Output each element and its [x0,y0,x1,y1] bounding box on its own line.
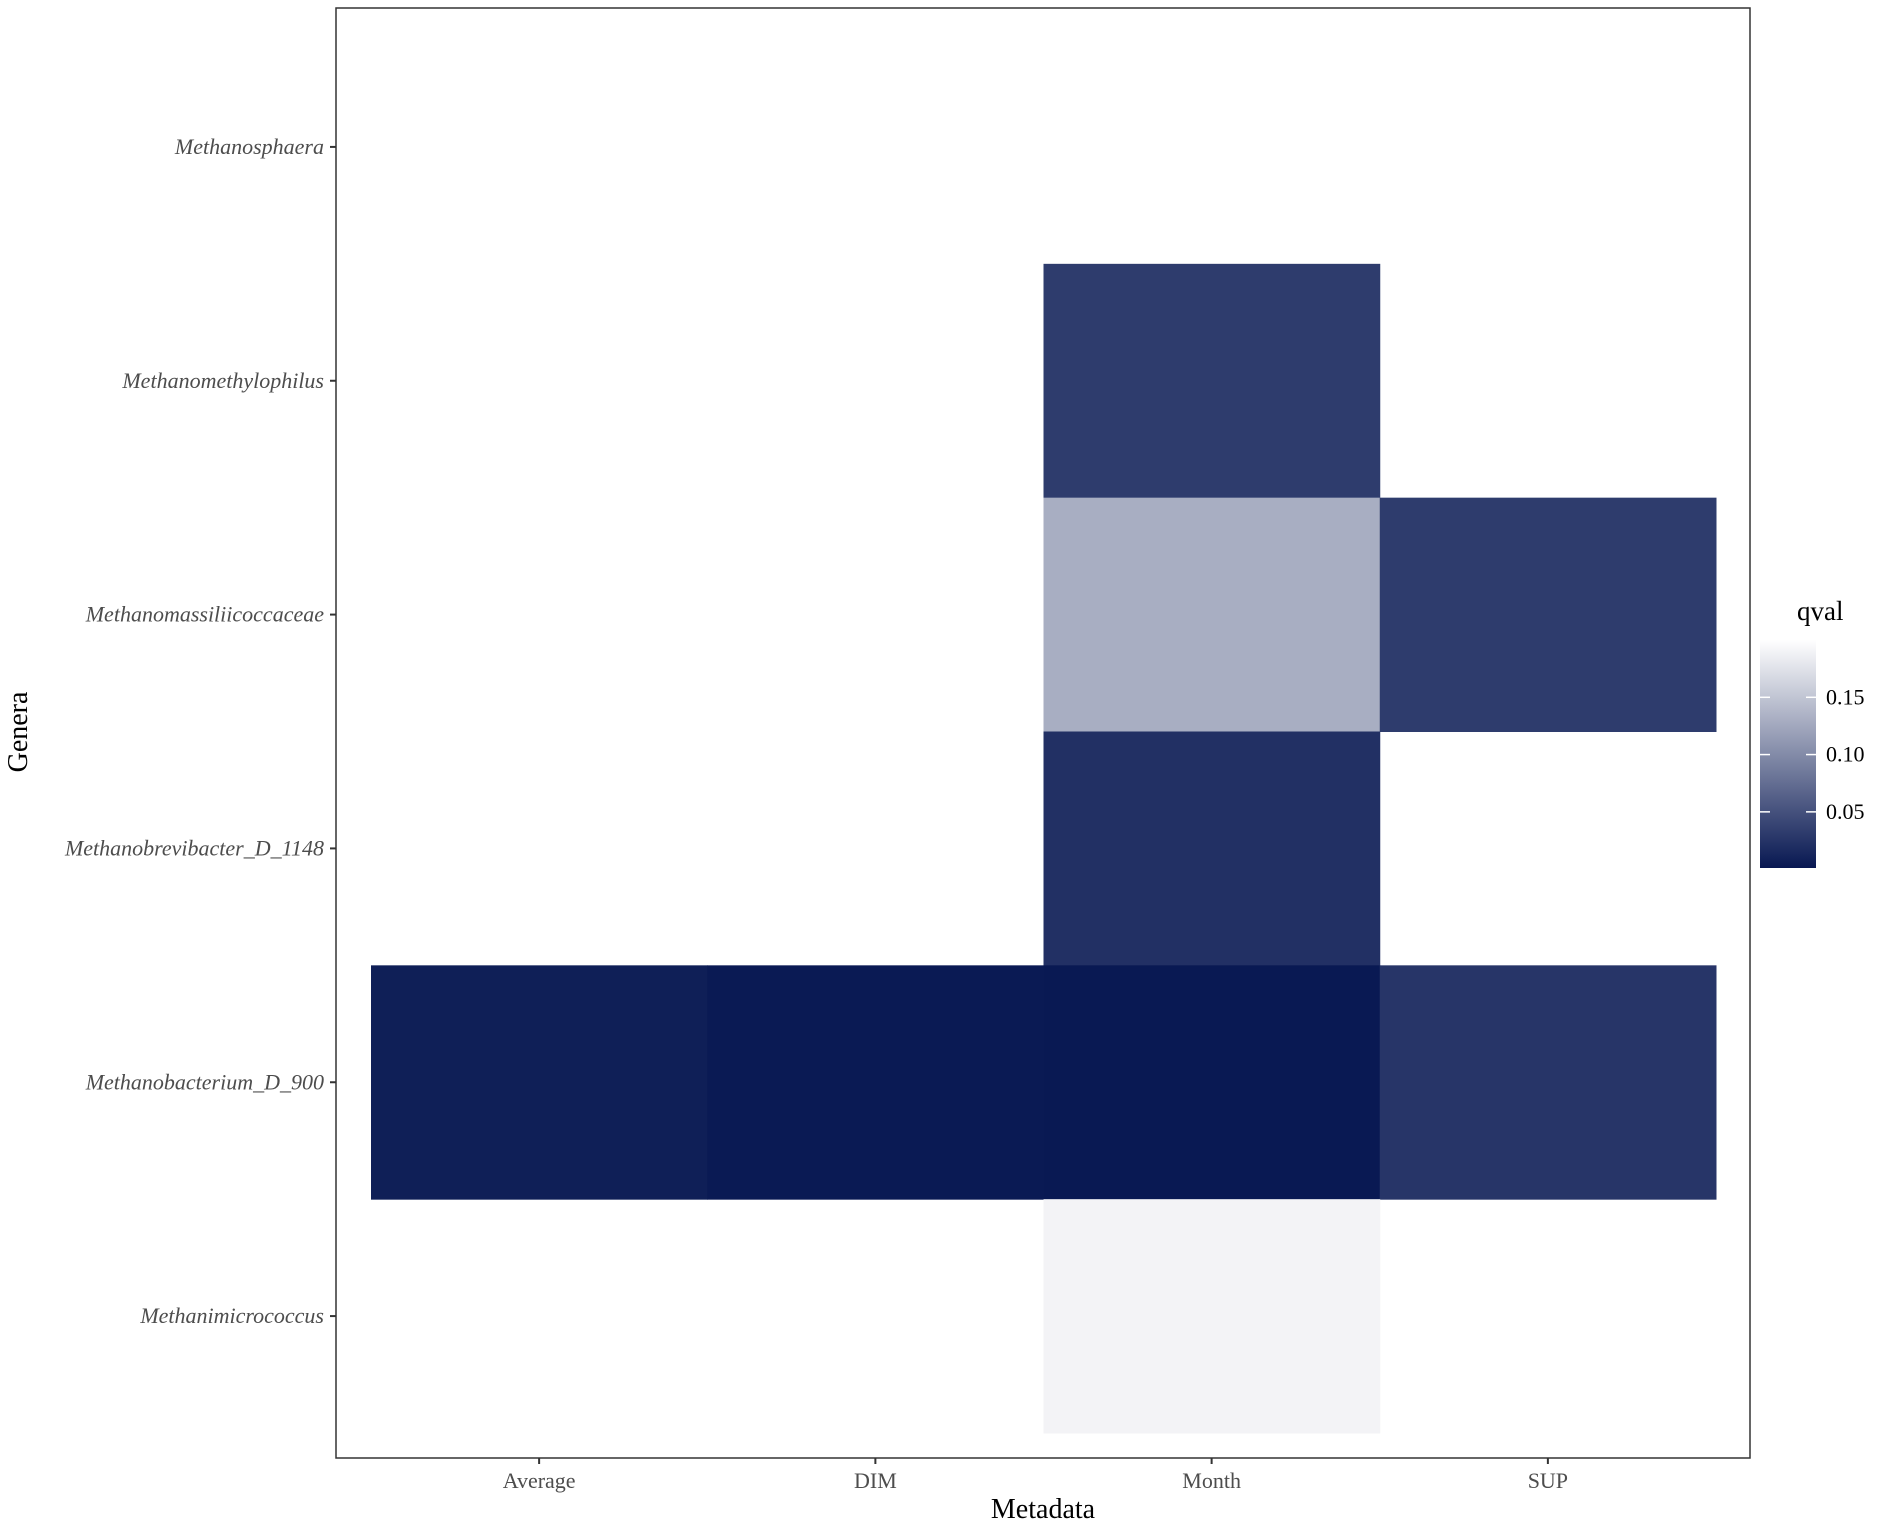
heatmap-cell-average-methanobacterium-d-900 [371,965,708,1200]
x-tick-label: Average [503,1468,576,1493]
y-tick-label: Methanomethylophilus [121,368,324,393]
heatmap-cell-month-methanobacterium-d-900 [1043,965,1381,1200]
x-tick-label: DIM [854,1468,897,1493]
heatmap-cell-month-methanomethylophilus [1043,263,1381,499]
x-axis: Average DIM Month SUP [503,1458,1568,1493]
heatmap-cell-month-methanobrevibacter-d-1148 [1043,731,1381,966]
legend-tick-label: 0.05 [1826,799,1865,824]
legend-title: qval [1797,596,1844,626]
plot-panel-border [335,7,1751,1459]
heatmap-cell-month-methanimicrococcus [1043,1199,1381,1434]
legend-tick-label: 0.10 [1826,742,1865,767]
y-tick-label: Methanosphaera [174,134,324,159]
heatmap-cell-dim-methanobacterium-d-900 [707,965,1044,1200]
y-tick-label: Methanobrevibacter_D_1148 [64,835,324,860]
heatmap-cells [371,263,1717,1434]
x-tick-label: Month [1182,1468,1241,1493]
x-axis-title: Metadata [991,1494,1096,1524]
heatmap-cell-sup-methanomassiliicoccaceae [1379,497,1717,732]
x-tick-label: SUP [1528,1468,1568,1493]
legend-tick-label: 0.15 [1826,684,1865,709]
y-axis-title: Genera [3,691,34,772]
y-tick-label: Methanimicrococcus [139,1303,324,1328]
y-tick-label: Methanomassiliicoccaceae [85,602,324,627]
heatmap-cell-month-methanomassiliicoccaceae [1043,497,1381,732]
heatmap-cell-sup-methanobacterium-d-900 [1379,965,1717,1200]
color-legend: qval 0.05 0.10 0.15 [1760,596,1865,868]
y-tick-label: Methanobacterium_D_900 [85,1069,324,1094]
y-axis: Methanosphaera Methanomethylophilus Methan… [64,134,336,1328]
